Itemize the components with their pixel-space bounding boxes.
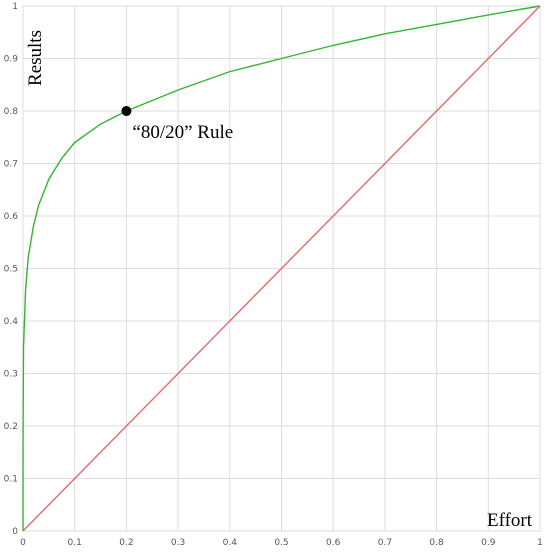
- y-tick-label: 0.4: [4, 317, 19, 327]
- y-tick-label: 1: [12, 2, 18, 12]
- series-lines: [22, 5, 541, 532]
- y-tick-label: 0: [12, 527, 18, 537]
- y-tick-label: 0.7: [4, 160, 18, 170]
- diagonal-line: [22, 5, 541, 532]
- x-tick-label: 0.7: [378, 538, 392, 548]
- x-tick-label: 0.8: [429, 538, 444, 548]
- y-tick-labels: 0 0.1 0.2 0.3 0.4 0.5 0.6 0.7 0.8 0.9 1: [4, 2, 19, 537]
- y-tick-label: 0.8: [4, 107, 19, 117]
- x-axis-title: Effort: [487, 510, 533, 531]
- y-tick-label: 0.3: [4, 370, 18, 380]
- annotation-point: [121, 106, 132, 116]
- x-tick-label: 0.5: [274, 538, 288, 548]
- x-tick-label: 0.9: [481, 538, 496, 548]
- y-tick-label: 0.6: [4, 212, 19, 222]
- y-tick-label: 0.1: [4, 475, 18, 485]
- x-tick-label: 0.3: [171, 538, 185, 548]
- x-tick-label: 0.2: [119, 538, 133, 548]
- x-tick-label: 0.1: [68, 538, 82, 548]
- annotation-label: “80/20” Rule: [132, 122, 233, 143]
- y-tick-label: 0.2: [4, 422, 18, 432]
- x-tick-label: 0.6: [326, 538, 341, 548]
- x-tick-label: 0.4: [223, 538, 238, 548]
- x-tick-label: 1: [537, 538, 543, 548]
- y-axis-title: Results: [25, 30, 46, 86]
- x-tick-labels: 0 0.1 0.2 0.3 0.4 0.5 0.6 0.7 0.8 0.9 1: [20, 538, 543, 548]
- pareto-curve-line: [22, 5, 541, 532]
- y-tick-label: 0.5: [4, 265, 18, 275]
- y-tick-label: 0.9: [4, 55, 19, 65]
- x-tick-label: 0: [20, 538, 26, 548]
